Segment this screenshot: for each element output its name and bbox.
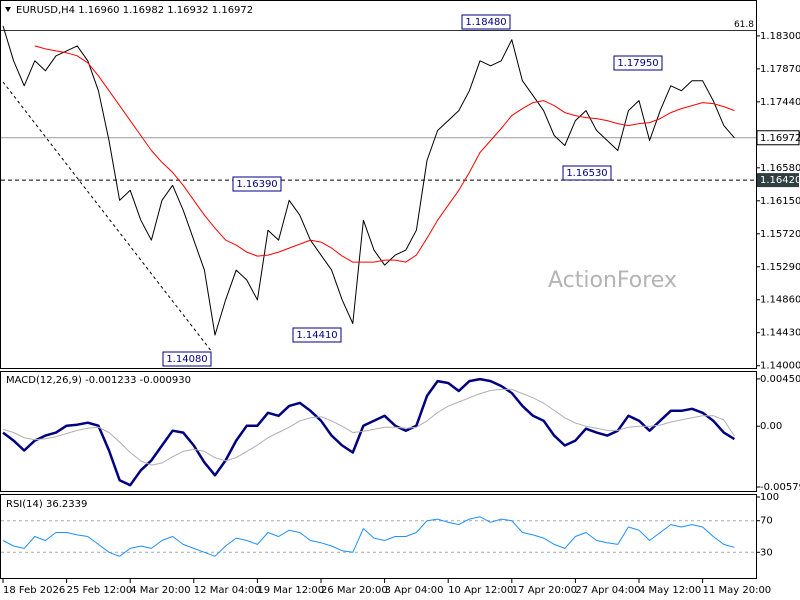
y-tick-label: 1.16150 [760, 196, 800, 207]
y-tick-label: 0.00 [760, 421, 782, 432]
series-line [2, 388, 735, 466]
trend-line [2, 81, 213, 353]
annotation: 1.18480 [465, 17, 506, 28]
y-tick-label: 100 [760, 492, 779, 503]
series-line [2, 516, 735, 557]
x-tick-label: 19 Mar 12:00 [257, 585, 324, 596]
price-title: EURUSD,H4 1.16960 1.16982 1.16932 1.1697… [16, 5, 253, 16]
rsi-panel [0, 494, 757, 579]
annotation: 1.16390 [236, 179, 277, 190]
x-tick-label: 10 Apr 12:00 [448, 585, 513, 596]
x-tick-label: 12 Mar 04:00 [194, 585, 261, 596]
x-tick-label: 26 Mar 20:00 [321, 585, 388, 596]
y-tick-label: -0.005791 [760, 482, 800, 493]
x-tick-label: 3 Apr 04:00 [385, 585, 444, 596]
annotation: 1.17950 [617, 58, 658, 69]
y-tick-label: 70 [760, 516, 773, 527]
annotation: 1.16530 [566, 168, 607, 179]
x-tick-label: 27 Apr 04:00 [575, 585, 640, 596]
y-tick-label: 1.14000 [760, 361, 800, 372]
y-tick-label: 1.18300 [760, 31, 800, 42]
y-tick-label: 1.15290 [760, 262, 800, 273]
y-tick-label: 1.16580 [760, 163, 800, 174]
y-tick-label: 30 [760, 547, 773, 558]
y-tick-label: 1.17870 [760, 64, 800, 75]
series-line [34, 45, 735, 263]
series-line [2, 377, 736, 487]
annotation-box [162, 351, 212, 367]
x-tick-label: 11 May 20:00 [703, 585, 772, 596]
annotation-box [232, 176, 282, 192]
y-tick-label: 1.14860 [760, 295, 800, 306]
series-line [2, 25, 735, 336]
x-tick-label: 18 Feb 2026 [3, 585, 65, 596]
annotation-box [562, 165, 612, 181]
rsi-title: RSI(14) 36.2339 [6, 499, 87, 510]
y-tick-label: 1.14430 [760, 328, 800, 339]
annotation-box [461, 14, 511, 30]
price-label: 1.16972 [760, 133, 800, 144]
x-tick-label: 25 Feb 12:00 [67, 585, 133, 596]
support-label: 1.16420 [760, 175, 800, 186]
x-tick-label: 4 May 12:00 [639, 585, 701, 596]
fib-label: 61.8 [734, 20, 754, 30]
watermark: ActionForex [548, 268, 677, 293]
x-tick-label: 4 Mar 20:00 [130, 585, 190, 596]
macd-title: MACD(12,26,9) -0.001233 -0.000930 [6, 375, 191, 386]
price-label-box [756, 130, 800, 146]
annotation-box [292, 327, 342, 343]
y-tick-label: 0.004502 [760, 374, 800, 385]
annotation: 1.14410 [296, 330, 337, 341]
y-tick-label: 1.15720 [760, 229, 800, 240]
support-label-box [757, 173, 799, 188]
macd-panel [0, 371, 757, 492]
symbol-menu-icon[interactable] [5, 7, 11, 12]
annotation: 1.14080 [166, 354, 207, 365]
x-tick-label: 17 Apr 20:00 [512, 585, 577, 596]
annotation-box [613, 55, 663, 71]
y-tick-label: 1.17440 [760, 97, 800, 108]
